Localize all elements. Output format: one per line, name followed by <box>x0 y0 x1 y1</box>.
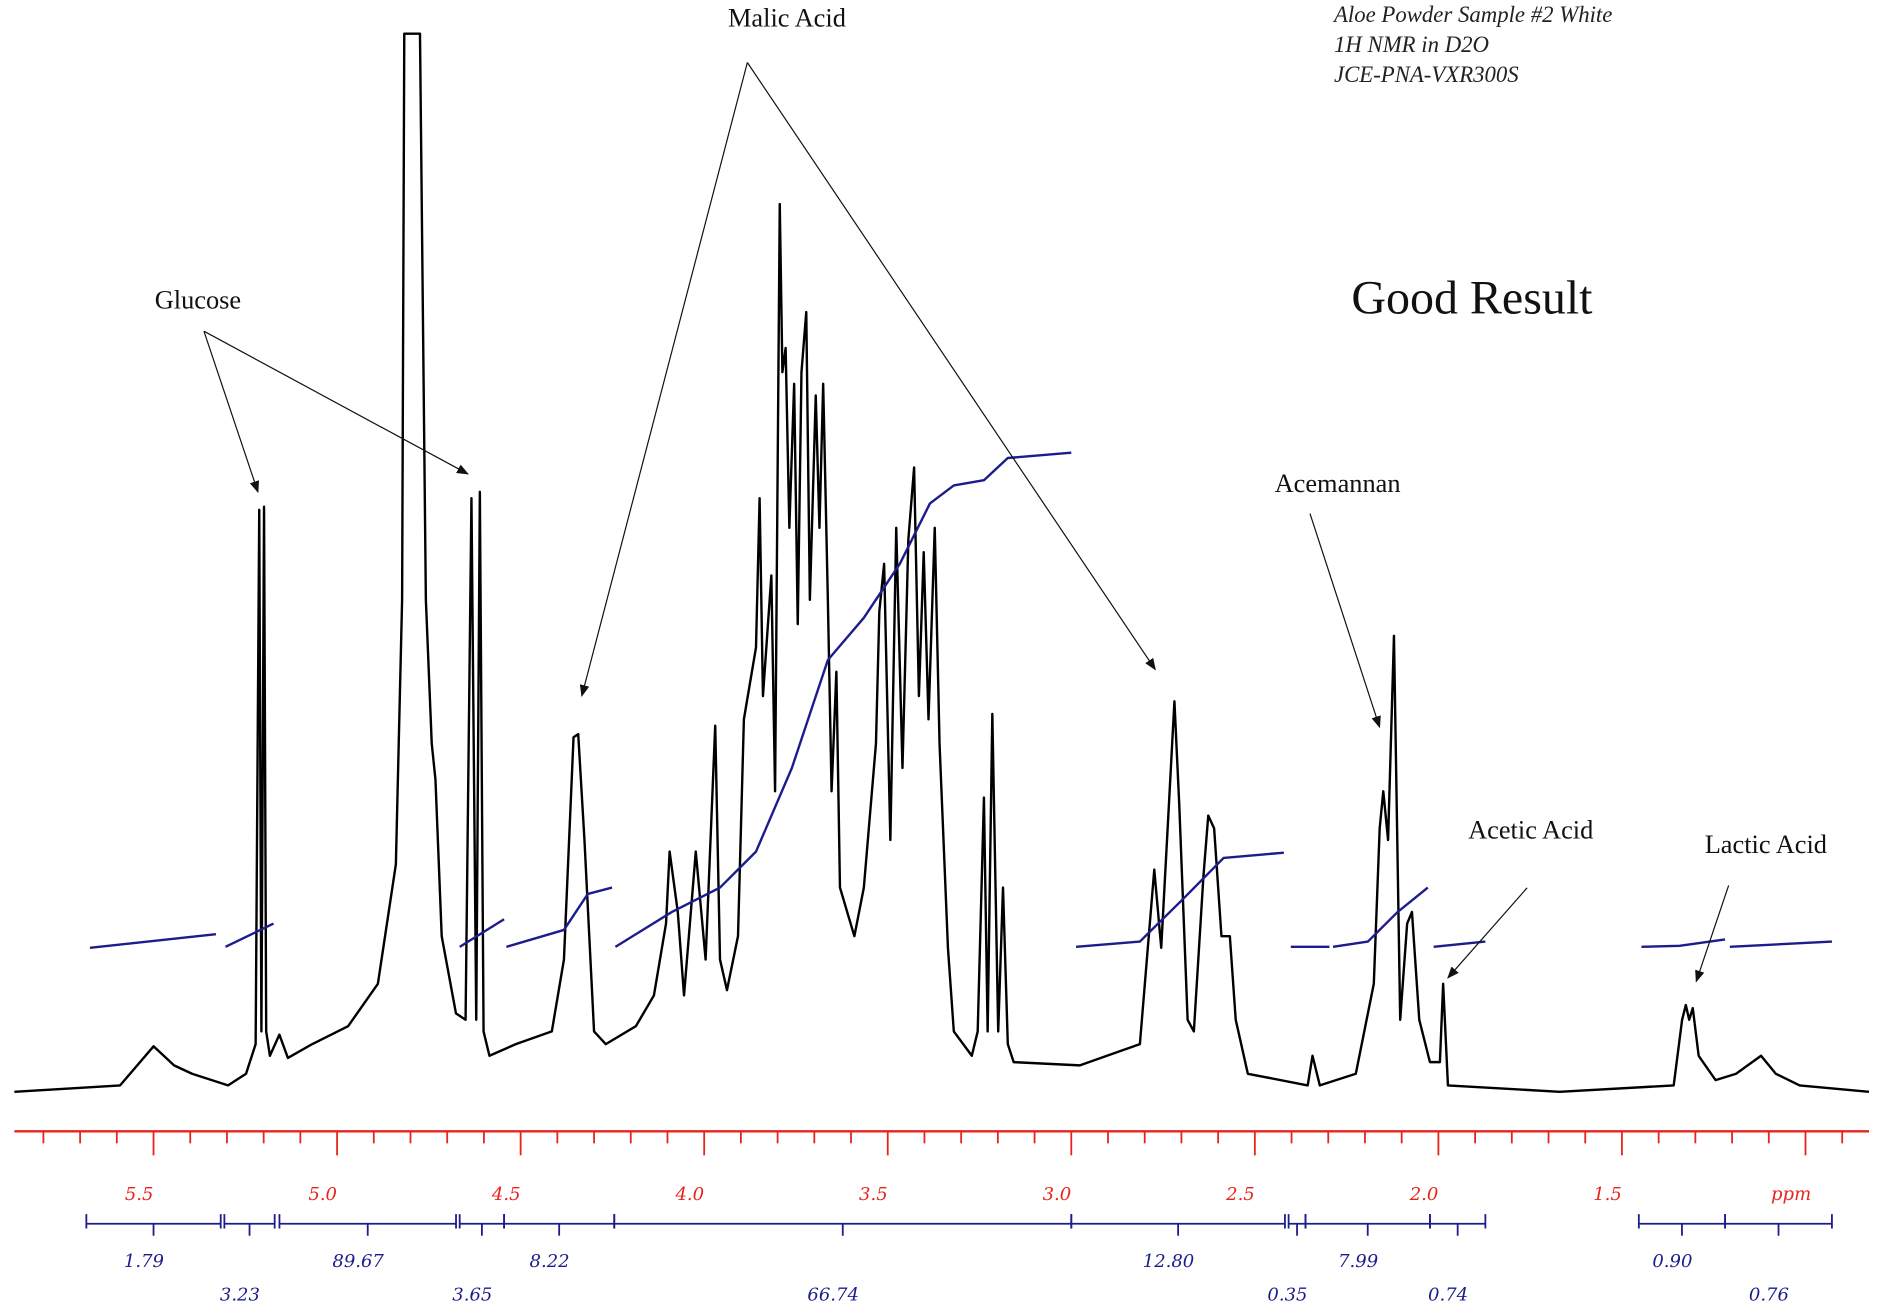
spectrum-line <box>14 32 1870 1093</box>
integral-label: 0.76 <box>1749 1285 1789 1306</box>
chart-title: Good Result <box>1351 271 1593 324</box>
x-tick-label: 4.0 <box>674 1184 704 1205</box>
x-tick-label: ppm <box>1771 1184 1811 1205</box>
integral-label: 8.22 <box>530 1251 570 1272</box>
annotation-arrow <box>203 331 260 494</box>
subtitle-line: 1H NMR in D2O <box>1334 32 1489 57</box>
integral-label: 66.74 <box>807 1285 859 1306</box>
integral-label: 7.99 <box>1338 1251 1378 1272</box>
annotation-arrow <box>203 330 469 475</box>
integral-curve <box>1332 886 1429 949</box>
annotation-arrow <box>1695 885 1730 983</box>
x-tick-label: 2.5 <box>1225 1184 1255 1205</box>
x-tick-label: 4.5 <box>491 1184 521 1205</box>
annotation: Glucose <box>155 284 241 314</box>
header: Aloe Powder Sample #2 White 1H NMR in D2… <box>1332 2 1612 87</box>
integral-label: 0.90 <box>1652 1251 1692 1272</box>
annotation-arrow <box>746 62 1156 671</box>
integral-label: 3.65 <box>452 1285 492 1306</box>
integral-curve <box>1433 940 1486 949</box>
annotation-arrow <box>1309 513 1381 729</box>
integral-label: 0.35 <box>1267 1285 1307 1306</box>
annotation: Acetic Acid <box>1468 815 1593 845</box>
integral-curve <box>614 451 1072 948</box>
annotation: Lactic Acid <box>1705 829 1827 859</box>
annotation: Acemannan <box>1275 468 1401 498</box>
integral-curve <box>459 918 505 948</box>
integral-label: 0.74 <box>1428 1285 1468 1306</box>
x-tick-label: 2.0 <box>1409 1184 1439 1205</box>
integral-curve <box>1729 940 1832 949</box>
integral-curve <box>1641 938 1726 949</box>
x-tick-label: 3.0 <box>1043 1184 1072 1205</box>
x-tick-label: 5.0 <box>308 1184 337 1205</box>
subtitle-line: Aloe Powder Sample #2 White <box>1332 2 1612 27</box>
integral-curve <box>225 922 275 948</box>
x-tick-label: 3.5 <box>859 1184 888 1205</box>
integral-curve <box>506 886 613 948</box>
x-tick-label: 5.5 <box>125 1184 154 1205</box>
annotation-arrow <box>579 62 748 698</box>
subtitle-line: JCE-PNA-VXR300S <box>1334 62 1519 87</box>
integral-curve <box>1075 851 1284 949</box>
x-tick-label: 1.5 <box>1593 1184 1622 1205</box>
integral-label: 12.80 <box>1143 1251 1195 1272</box>
integral-label: 89.67 <box>332 1251 384 1272</box>
integral-label: 1.79 <box>124 1251 164 1272</box>
integral-curve <box>89 932 217 950</box>
annotation-arrow <box>1447 887 1528 979</box>
integral-label: 3.23 <box>220 1285 260 1306</box>
annotation: Malic Acid <box>728 3 846 33</box>
